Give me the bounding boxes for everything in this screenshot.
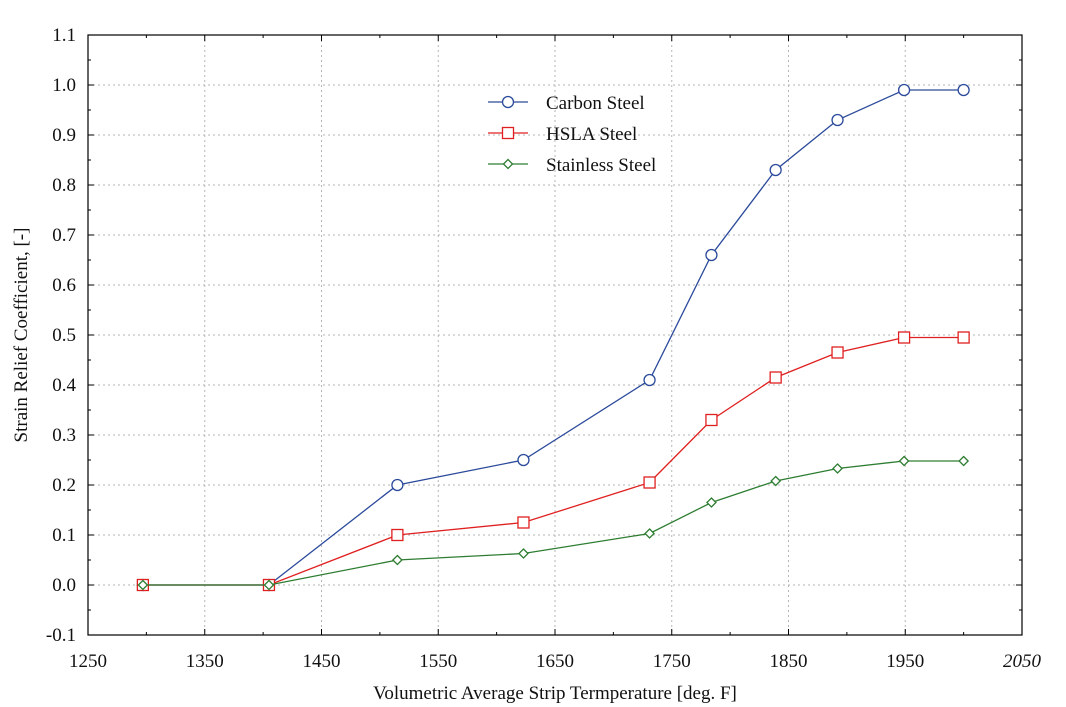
x-tick-label: 1250 (69, 651, 107, 672)
data-point-carbon-steel (957, 83, 970, 97)
data-point-stainless-steel (770, 475, 782, 487)
series-stainless-steel (137, 455, 970, 591)
data-point-stainless-steel (137, 579, 149, 591)
x-axis-label: Volumetric Average Strip Termperature [d… (373, 683, 737, 704)
y-tick-label: 0.4 (52, 375, 76, 396)
legend-label: Stainless Steel (546, 155, 656, 176)
y-tick-label: 0.6 (52, 275, 76, 296)
legend-swatch-marker (501, 95, 515, 109)
y-tick-label: 0.7 (52, 225, 76, 246)
data-point-stainless-steel (391, 554, 403, 566)
data-point-carbon-steel (897, 83, 911, 97)
data-point-hsla-steel (831, 346, 844, 359)
x-tick-label: 1350 (186, 651, 224, 672)
legend-item-stainless-steel: Stainless Steel (488, 155, 656, 176)
y-tick-label: 1.1 (52, 25, 76, 46)
grid (88, 35, 1022, 635)
y-tick-label: 0.2 (52, 475, 76, 496)
legend-swatch-marker (501, 126, 515, 140)
series-group (136, 83, 970, 592)
x-tick-label: 2050 (1003, 651, 1042, 672)
y-tick-label: 0.9 (52, 125, 76, 146)
y-tick-label: 0.0 (52, 575, 76, 596)
data-point-hsla-steel (517, 516, 530, 529)
y-tick-label: 0.8 (52, 175, 76, 196)
series-line-carbon-steel (142, 89, 964, 586)
legend-label: HSLA Steel (546, 124, 637, 145)
data-point-carbon-steel (705, 248, 718, 262)
axis-ticks: 1250 1350 1450 1550 1650 1750 1850 1950 2050 -0.1… (46, 25, 1042, 672)
y-axis-label: Strain Relief Coefficient, [-] (11, 228, 32, 443)
data-point-stainless-steel (898, 455, 910, 467)
data-point-stainless-steel (644, 528, 655, 539)
data-point-hsla-steel (897, 331, 911, 344)
data-point-hsla-steel (957, 331, 970, 344)
legend: Carbon Steel HSLA Steel Stainless Steel (488, 93, 656, 176)
y-tick-label: 0.1 (52, 525, 76, 546)
series-hsla-steel (136, 331, 970, 592)
data-point-stainless-steel (263, 579, 275, 591)
legend-label: Carbon Steel (546, 93, 645, 114)
legend-item-hsla-steel: HSLA Steel (488, 124, 637, 145)
data-point-carbon-steel (643, 373, 656, 387)
data-point-carbon-steel (517, 453, 530, 467)
series-line-hsla-steel (142, 336, 964, 586)
y-tick-label: -0.1 (46, 625, 76, 646)
data-point-hsla-steel (643, 476, 656, 489)
data-point-stainless-steel (958, 455, 970, 467)
data-point-carbon-steel (769, 163, 782, 177)
data-point-stainless-steel (706, 497, 717, 508)
x-tick-label: 1550 (419, 651, 457, 672)
data-point-hsla-steel (769, 371, 782, 384)
x-tick-label: 1650 (536, 651, 574, 672)
x-tick-label: 1950 (886, 651, 924, 672)
y-tick-label: 0.5 (52, 325, 76, 346)
y-tick-label: 1.0 (52, 75, 76, 96)
x-tick-label: 1850 (770, 651, 808, 672)
data-point-stainless-steel (832, 463, 843, 474)
x-tick-label: 1450 (303, 651, 341, 672)
data-point-stainless-steel (518, 548, 529, 559)
legend-item-carbon-steel: Carbon Steel (488, 93, 645, 114)
y-tick-label: 0.3 (52, 425, 76, 446)
data-point-hsla-steel (705, 413, 718, 427)
series-line-stainless-steel (142, 460, 964, 586)
data-point-carbon-steel (831, 113, 844, 127)
legend-swatch-marker (502, 158, 514, 170)
data-point-carbon-steel (391, 478, 404, 492)
x-tick-label: 1750 (653, 651, 691, 672)
data-point-hsla-steel (391, 528, 404, 542)
